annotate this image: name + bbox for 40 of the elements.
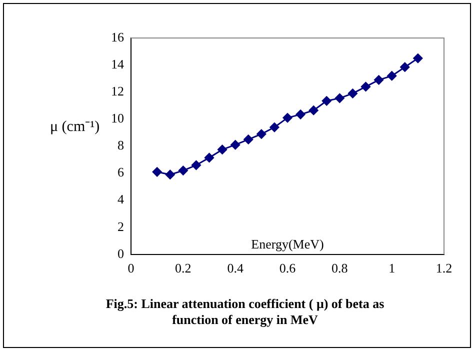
y-tick-label: 4 (118, 192, 124, 207)
point (374, 75, 384, 85)
x-tick-label: 1.2 (436, 260, 452, 276)
point (348, 88, 358, 98)
point (387, 71, 397, 81)
point (165, 170, 175, 180)
point (308, 106, 318, 116)
y-tick-label: 16 (111, 29, 124, 44)
point (361, 82, 370, 92)
y-tick-label: 8 (118, 138, 124, 153)
x-axis-title: Energy(MeV) (251, 236, 324, 252)
point (204, 152, 214, 162)
point (270, 122, 280, 132)
x-tick-label: 0.8 (332, 260, 348, 276)
point (191, 160, 201, 170)
point (296, 110, 306, 120)
point (218, 144, 228, 154)
x-tick-label: 0.2 (175, 260, 192, 276)
y-tick-label: 2 (118, 218, 124, 234)
x-tick-label: 0.6 (279, 260, 296, 276)
text: Fig.5: Linear attenuation coefficient ( μ) of beta as function of energy in MeV (104, 296, 386, 328)
point (256, 129, 266, 139)
y-tick-label: 10 (111, 110, 124, 126)
point (152, 167, 162, 177)
point (400, 62, 410, 72)
point (282, 113, 292, 123)
y-axis-title: μ (cm⁻¹) (50, 118, 100, 136)
x-tick-label: 0.4 (227, 260, 244, 276)
x-tick-label: 1 (388, 260, 396, 276)
point (230, 140, 240, 150)
y-tick-label: 14 (111, 56, 124, 72)
y-tick-label: 12 (111, 84, 124, 99)
point (178, 166, 188, 176)
point (413, 54, 423, 64)
y-tick-label: 0 (118, 246, 124, 261)
point (322, 96, 332, 106)
x-tick-label: 0 (128, 260, 134, 276)
point (334, 93, 344, 103)
y-tick-label: 6 (118, 164, 124, 180)
point (244, 134, 254, 144)
